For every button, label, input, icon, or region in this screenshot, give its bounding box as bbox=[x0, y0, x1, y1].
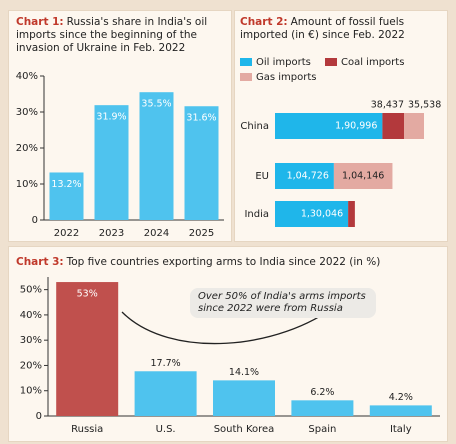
legend-swatch bbox=[240, 58, 252, 66]
value-label: 1,90,996 bbox=[335, 121, 377, 132]
bar-segment bbox=[275, 163, 334, 189]
y-tick-label: 0 bbox=[32, 215, 38, 226]
value-label: 17.7% bbox=[151, 358, 181, 369]
bar bbox=[139, 92, 174, 220]
value-label: 1,04,726 bbox=[287, 171, 329, 182]
bar-segment bbox=[333, 163, 393, 189]
chart-title: Chart 2: Amount of fossil fuels imported … bbox=[240, 16, 440, 42]
bar bbox=[184, 106, 219, 220]
title-text: Amount of fossil fuels imported (in €) s… bbox=[240, 16, 405, 41]
bar-segment bbox=[404, 113, 424, 139]
value-label: 38,437 bbox=[371, 100, 404, 111]
y-tick-label: China bbox=[240, 121, 269, 132]
value-label: 6.2% bbox=[310, 387, 334, 398]
x-tick-label: Russia bbox=[71, 424, 103, 435]
y-tick-label: 50% bbox=[20, 285, 42, 296]
y-tick-label: 10% bbox=[20, 386, 42, 397]
x-tick-label: 2022 bbox=[54, 228, 79, 239]
legend-swatch bbox=[240, 73, 252, 81]
legend-swatch bbox=[325, 58, 337, 66]
chart-title: Chart 3: Top five countries exporting arm… bbox=[16, 256, 436, 269]
chart-label: Chart 2: bbox=[240, 16, 288, 28]
bar bbox=[56, 282, 119, 416]
legend-label: Oil imports bbox=[256, 57, 311, 68]
value-label: 4.2% bbox=[389, 392, 413, 403]
annotation-arrow bbox=[121, 303, 340, 345]
chart-label: Chart 1: bbox=[16, 16, 64, 28]
bar bbox=[134, 371, 197, 416]
y-tick-label: 40% bbox=[16, 71, 38, 82]
value-label: 31.6% bbox=[186, 113, 216, 124]
value-label: 1,04,146 bbox=[342, 171, 384, 182]
legend-label: Coal imports bbox=[341, 57, 404, 68]
value-label: 35.5% bbox=[141, 99, 171, 110]
y-tick-label: India bbox=[244, 209, 269, 220]
value-label: 13.2% bbox=[51, 179, 81, 190]
y-tick-label: 0 bbox=[36, 411, 42, 422]
bar bbox=[49, 172, 84, 220]
bar bbox=[213, 380, 275, 416]
chart-title: Chart 1: Russia's share in India's oil im… bbox=[16, 16, 226, 55]
y-tick-label: 30% bbox=[16, 107, 38, 118]
y-tick-label: 20% bbox=[20, 360, 42, 371]
bar bbox=[94, 105, 129, 220]
x-tick-label: 2023 bbox=[99, 228, 124, 239]
value-label: 31.9% bbox=[96, 112, 126, 123]
y-tick-label: 10% bbox=[16, 179, 38, 190]
x-tick-label: South Korea bbox=[214, 424, 275, 435]
title-text: Top five countries exporting arms to Ind… bbox=[66, 256, 381, 268]
x-tick-label: U.S. bbox=[156, 424, 176, 435]
x-tick-label: Italy bbox=[390, 424, 412, 435]
title-text: Russia's share in India's oil imports si… bbox=[16, 16, 208, 54]
bar bbox=[369, 405, 432, 416]
value-label: 1,30,046 bbox=[301, 209, 343, 220]
value-label: 14.1% bbox=[229, 367, 259, 378]
y-tick-label: 40% bbox=[20, 310, 42, 321]
x-tick-label: Spain bbox=[308, 424, 336, 435]
annotation: Over 50% of India's arms imports since 2… bbox=[190, 288, 376, 318]
bar-segment bbox=[382, 113, 405, 139]
y-tick-label: 30% bbox=[20, 335, 42, 346]
x-tick-label: 2024 bbox=[144, 228, 169, 239]
bar-segment bbox=[275, 113, 383, 139]
legend-label: Gas imports bbox=[256, 72, 317, 83]
bar-segment bbox=[348, 201, 355, 227]
y-tick-label: 20% bbox=[16, 143, 38, 154]
value-label: 35,538 bbox=[408, 100, 441, 111]
value-label: 53% bbox=[77, 289, 98, 300]
x-tick-label: 2025 bbox=[189, 228, 214, 239]
bar-segment bbox=[275, 201, 349, 227]
y-tick-label: EU bbox=[255, 171, 269, 182]
bar bbox=[291, 400, 354, 416]
chart-label: Chart 3: bbox=[16, 256, 64, 268]
